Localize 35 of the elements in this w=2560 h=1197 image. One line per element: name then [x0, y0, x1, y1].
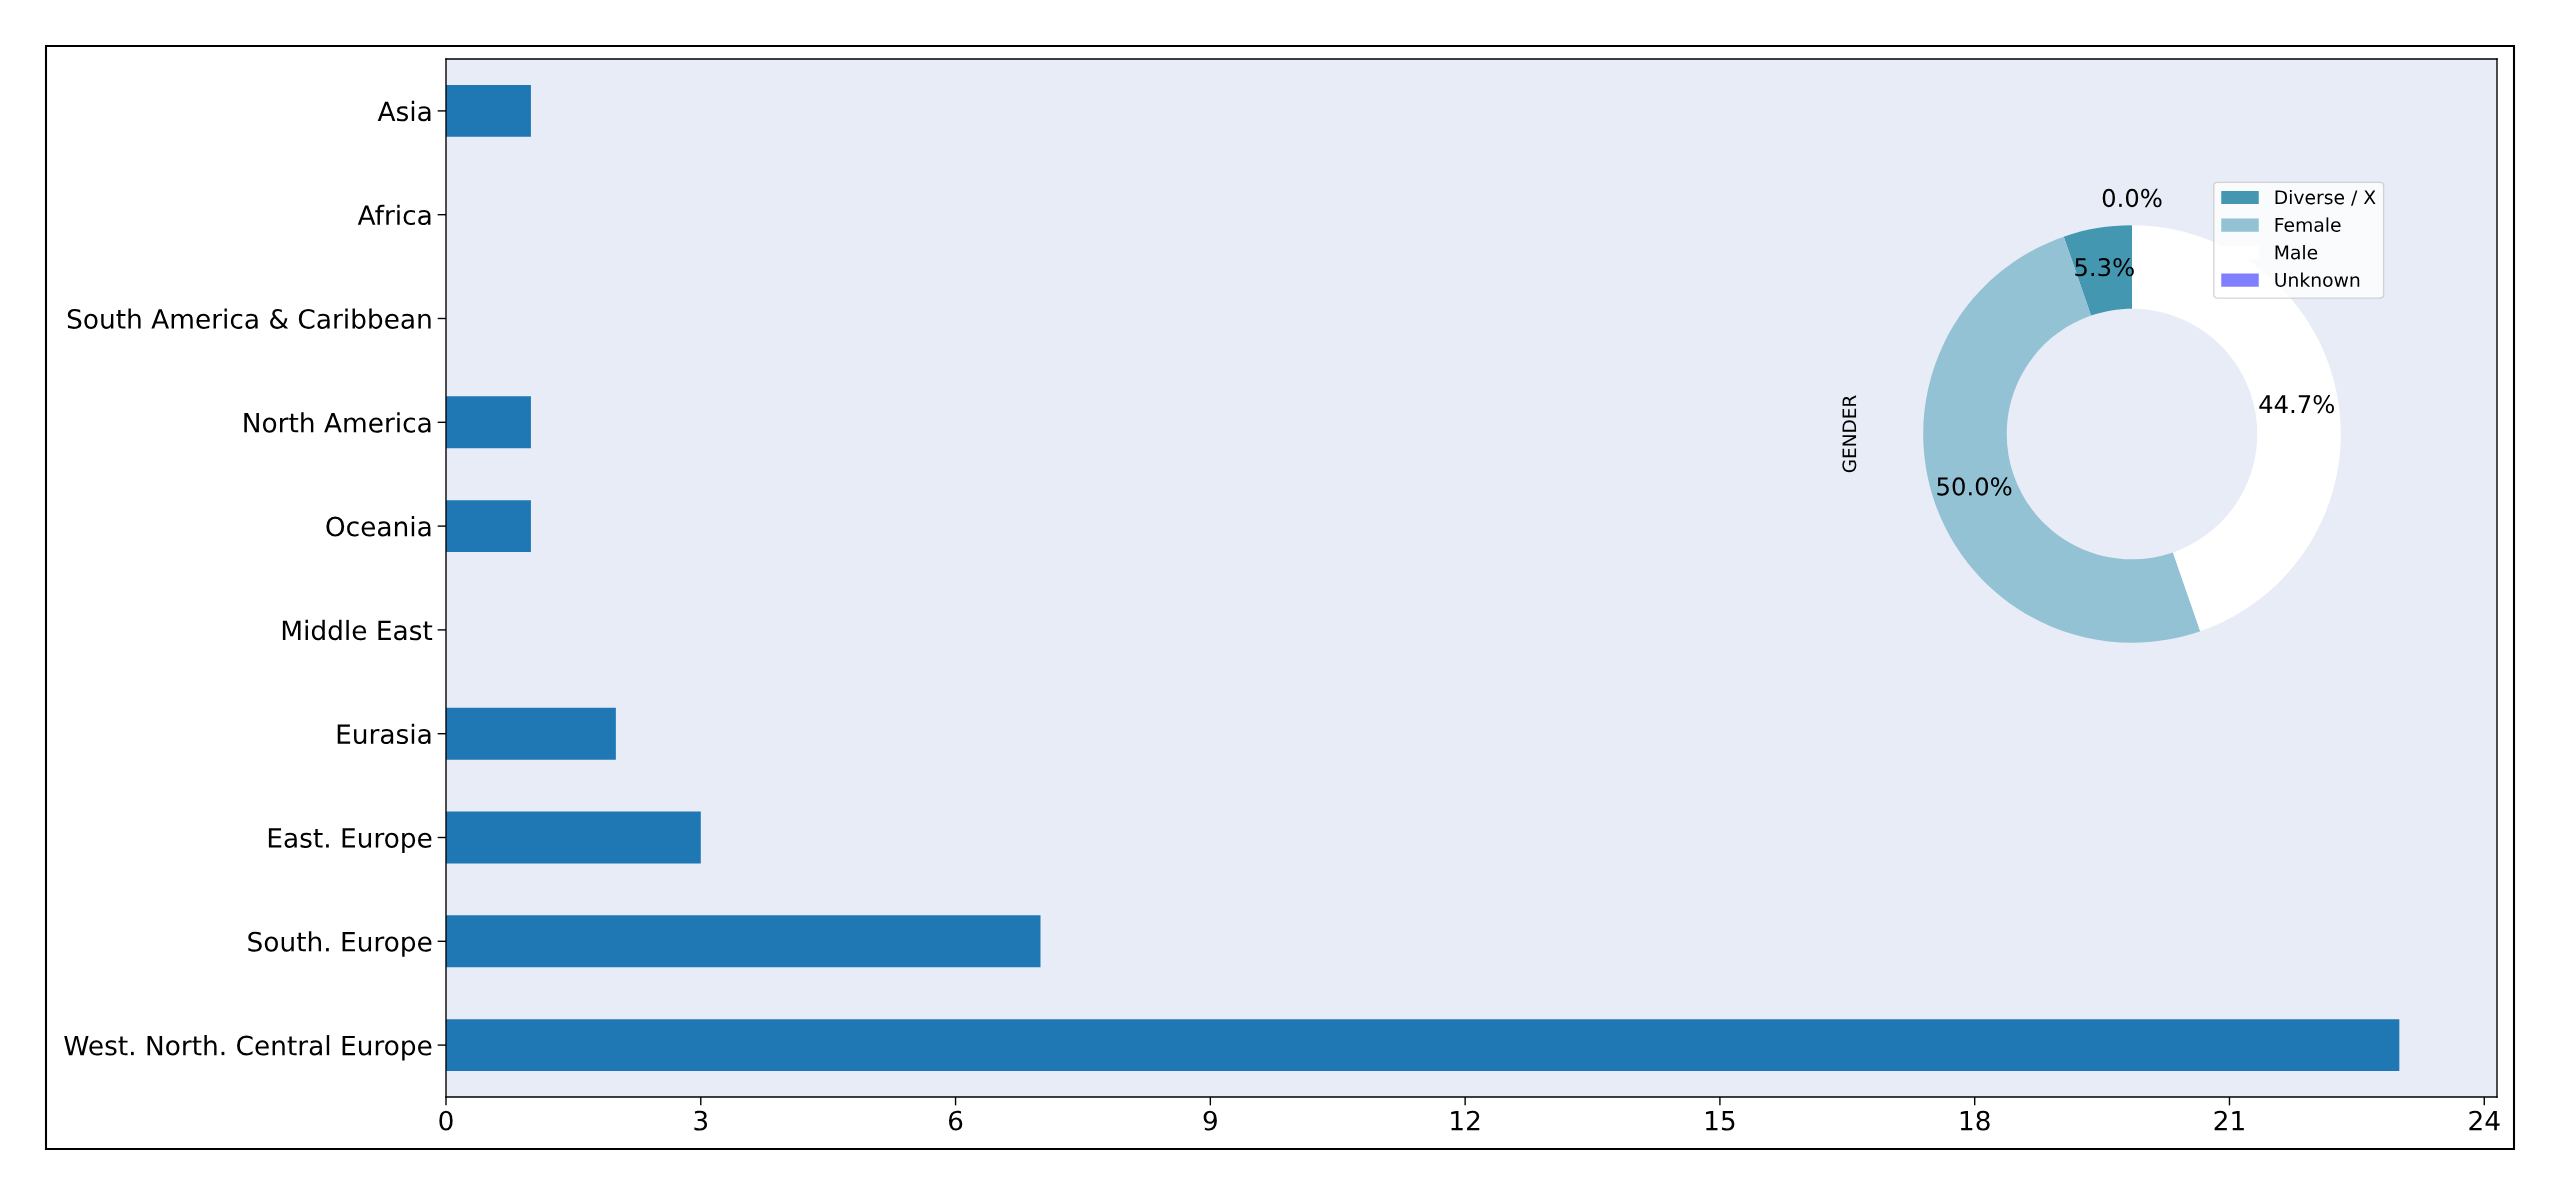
- text: 0.0%: [2102, 188, 2162, 208]
- y-tick-label: Africa: [357, 204, 431, 226]
- slice-label: Male: [2275, 244, 2318, 260]
- y-tick-label: Oceania: [326, 516, 431, 537]
- bar: [446, 707, 616, 760]
- y-tick-label: Eurasia: [337, 723, 431, 745]
- bar: [446, 500, 531, 553]
- x-tick-label: 24: [2469, 1110, 2500, 1131]
- y-tick-label: West. North. Central Europe: [64, 1035, 432, 1061]
- data-label: 44.7%: [2259, 394, 2334, 414]
- y-tick-label: South. Europe: [248, 931, 432, 957]
- y-tick-label: Middle East: [282, 619, 433, 641]
- data-label: 50.0%: [1937, 477, 2012, 496]
- y-tick-label: Asia: [377, 100, 431, 122]
- legend-label: Unknown: [2275, 272, 2360, 287]
- x-tick-label: 12: [1451, 1110, 1480, 1131]
- donut-slice: [1923, 236, 2201, 643]
- bar: [446, 1019, 2400, 1072]
- legend-label: Diverse / X: [2275, 189, 2376, 206]
- x-tick-label: 0: [439, 1110, 453, 1131]
- bar: [446, 396, 531, 449]
- bar: [446, 811, 701, 864]
- text: GENDER: [1842, 395, 1857, 473]
- legend-label: Female: [2275, 217, 2341, 232]
- x-tick-label: 15: [1706, 1111, 1735, 1131]
- bar: [446, 84, 531, 137]
- y-tick-label: East. Europe: [268, 828, 432, 854]
- y-tick-label: North America: [244, 412, 431, 433]
- x-tick-label: 9: [1203, 1110, 1217, 1131]
- y-tick-label: South America & Caribbean: [67, 308, 431, 329]
- x-tick-label: 3: [694, 1110, 708, 1131]
- x-tick-label: 18: [1960, 1110, 1990, 1131]
- bar: [446, 915, 1041, 968]
- x-tick-label: 6: [949, 1110, 963, 1131]
- x-tick-label: 21: [2214, 1110, 2244, 1131]
